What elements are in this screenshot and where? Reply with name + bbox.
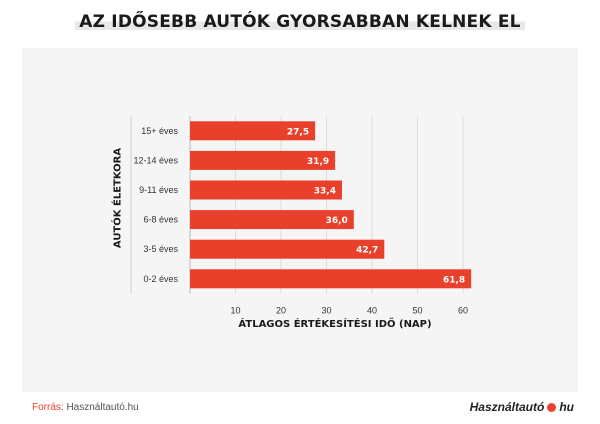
bar-value-label: 42,7 [356,246,378,256]
logo-dot-icon [547,402,557,412]
chart-title: AZ IDŐSEBB AUTÓK GYORSABBAN KELNEK EL [75,12,525,32]
bar-value-label: 27,5 [287,127,309,137]
logo-text: Használtautó [469,400,545,414]
x-tick-label: 10 [230,306,240,316]
bar [190,180,342,200]
y-tick-label: 6-8 éves [143,215,178,225]
source-value: Használtautó.hu [66,402,139,413]
bar [190,150,336,170]
x-tick-label: 40 [367,306,377,316]
x-tick-label: 20 [276,306,286,316]
bar-value-label: 31,9 [307,157,329,167]
x-tick-label: 60 [458,306,468,316]
y-tick-label: 3-5 éves [143,244,178,254]
bar [190,269,472,289]
brand-logo: Használtautó hu [470,400,574,414]
y-axis-title: AUTÓK ÉLETKORA [112,147,124,249]
bar-value-label: 33,4 [314,187,336,197]
bar [190,210,354,230]
source-note: Forrás: Használtautó.hu [32,402,139,413]
y-tick-label: 9-11 éves [139,185,178,195]
title-wrap: AZ IDŐSEBB AUTÓK GYORSABBAN KELNEK EL [0,12,600,32]
bar [190,121,316,141]
bar-value-label: 36,0 [326,216,348,226]
x-tick-label: 50 [412,306,422,316]
bar [190,239,385,259]
x-axis-title: ÁTLAGOS ÉRTÉKESÍTÉSI IDŐ (NAP) [238,319,432,330]
x-tick-label: 30 [321,306,331,316]
y-tick-label: 15+ éves [141,126,178,136]
bar-value-label: 61,8 [443,275,465,285]
source-label: Forrás: [32,402,64,413]
y-tick-label: 0-2 éves [143,274,178,284]
logo-suffix: hu [559,400,574,414]
y-tick-label: 12-14 éves [133,155,178,165]
